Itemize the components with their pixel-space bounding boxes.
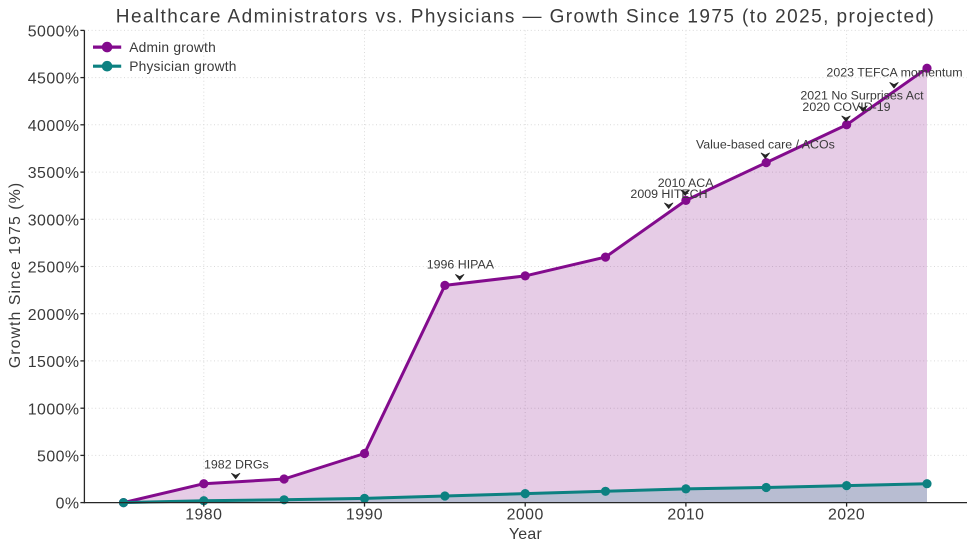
- svg-text:1500%: 1500%: [28, 354, 80, 371]
- svg-text:3000%: 3000%: [28, 212, 80, 229]
- svg-text:2020: 2020: [828, 507, 865, 524]
- svg-text:Healthcare Administrators vs.: Healthcare Administrators vs. Physicians…: [116, 6, 935, 27]
- svg-text:Admin growth: Admin growth: [129, 40, 216, 55]
- svg-text:Physician growth: Physician growth: [129, 59, 237, 74]
- svg-text:2009 HITECH: 2009 HITECH: [630, 187, 707, 201]
- svg-text:2020 COVID-19: 2020 COVID-19: [802, 100, 890, 114]
- svg-text:Growth Since 1975 (%): Growth Since 1975 (%): [7, 182, 24, 368]
- svg-text:2010: 2010: [667, 507, 704, 524]
- svg-text:1996 HIPAA: 1996 HIPAA: [427, 257, 495, 271]
- svg-text:5000%: 5000%: [28, 24, 80, 41]
- svg-text:2023 TEFCA momentum: 2023 TEFCA momentum: [826, 66, 962, 80]
- svg-text:2500%: 2500%: [28, 260, 80, 277]
- svg-text:1980: 1980: [185, 507, 222, 524]
- svg-text:Year: Year: [509, 526, 543, 543]
- svg-text:1990: 1990: [346, 507, 383, 524]
- svg-text:4000%: 4000%: [28, 118, 80, 135]
- svg-text:2010 ACA: 2010 ACA: [658, 176, 715, 190]
- svg-text:500%: 500%: [37, 449, 79, 466]
- svg-text:0%: 0%: [56, 496, 80, 513]
- svg-text:3500%: 3500%: [28, 165, 80, 182]
- svg-text:2021 No Surprises Act: 2021 No Surprises Act: [800, 88, 924, 102]
- svg-text:1000%: 1000%: [28, 401, 80, 418]
- svg-text:2000: 2000: [507, 507, 544, 524]
- svg-text:4500%: 4500%: [28, 71, 80, 88]
- svg-text:Value-based care / ACOs: Value-based care / ACOs: [696, 138, 835, 152]
- svg-text:1982 DRGs: 1982 DRGs: [204, 457, 269, 471]
- svg-text:2000%: 2000%: [28, 307, 80, 324]
